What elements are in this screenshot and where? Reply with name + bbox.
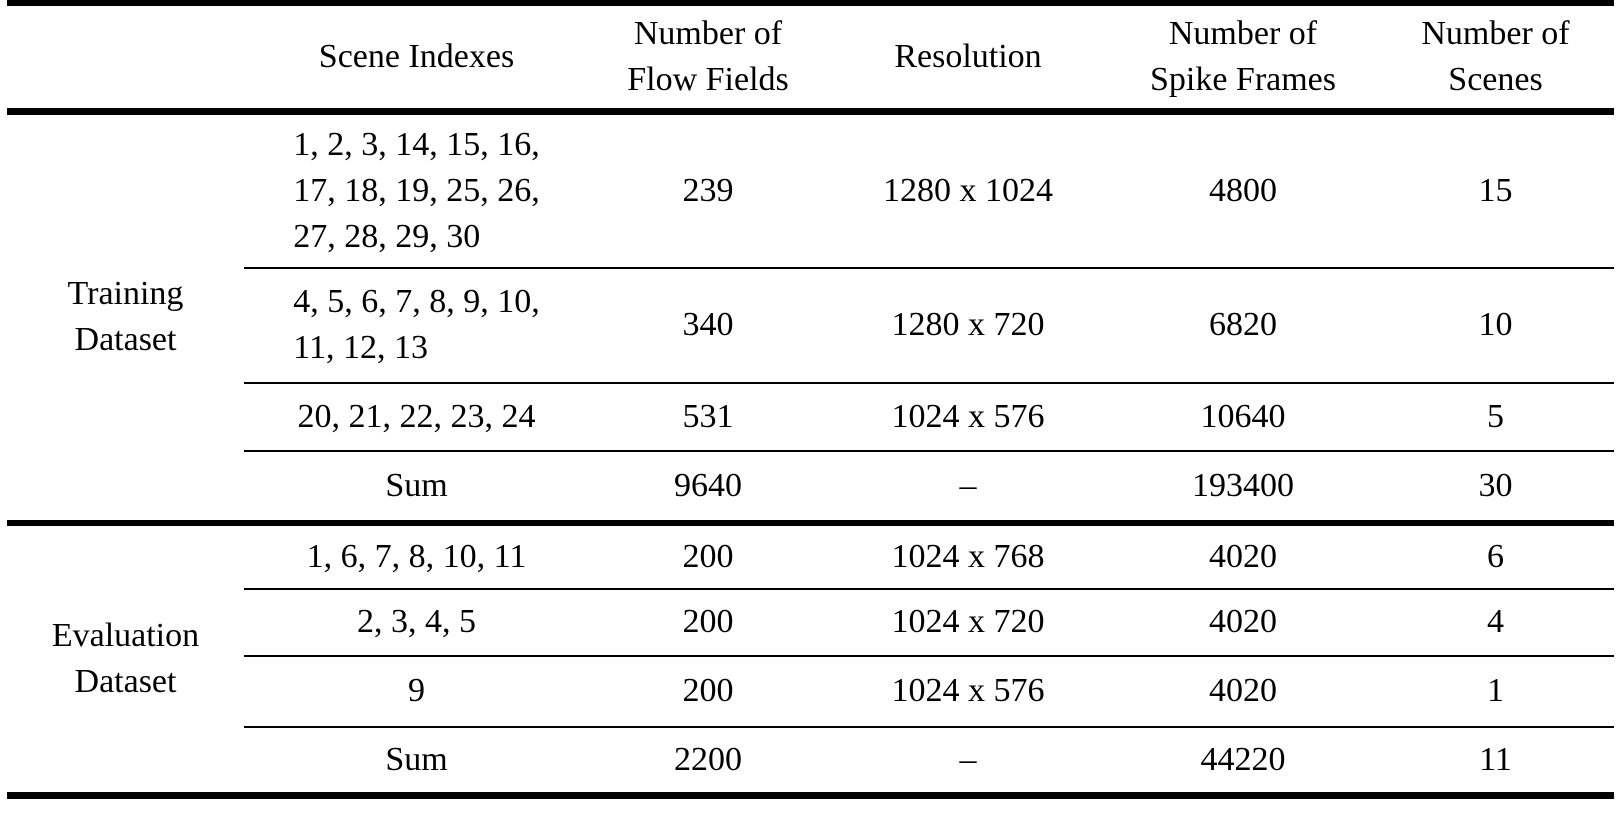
table-row-training-3: 20, 21, 22, 23, 24 531 1024 x 576 10640 … (7, 381, 1614, 451)
cell-flow-fields: 531 (589, 381, 827, 451)
cell-scene-indexes: 4, 5, 6, 7, 8, 9, 10, 11, 12, 13 (244, 266, 589, 383)
table-row-training-1: Training Dataset 1, 2, 3, 14, 15, 16, 17… (7, 112, 1614, 359)
header-number-of-spike-frames: Number of Spike Frames (1109, 3, 1377, 115)
section-label-evaluation-dataset: Evaluation Dataset (7, 519, 244, 796)
cell-scenes: 1 (1377, 654, 1614, 727)
cell-scene-indexes: 1, 6, 7, 8, 10, 11 (244, 519, 589, 589)
cell-resolution: – (827, 449, 1109, 523)
scene-indexes-text: 4, 5, 6, 7, 8, 9, 10, 11, 12, 13 (293, 283, 540, 366)
header-resolution: Resolution (827, 3, 1109, 115)
cell-spike-frames: 4020 (1109, 587, 1377, 656)
header-number-of-scenes: Number of Scenes (1377, 3, 1614, 115)
cell-scene-indexes: 1, 2, 3, 14, 15, 16, 17, 18, 19, 25, 26,… (244, 112, 589, 268)
cell-scenes: 4 (1377, 587, 1614, 656)
cell-flow-fields: 2200 (589, 725, 827, 796)
cell-scene-indexes: 20, 21, 22, 23, 24 (244, 381, 589, 451)
table-row-training-sum: Sum 9640 – 193400 30 (7, 449, 1614, 523)
table-row-training-2: 4, 5, 6, 7, 8, 9, 10, 11, 12, 13 340 128… (7, 266, 1614, 383)
cell-scenes: 10 (1377, 266, 1614, 383)
cell-resolution: 1280 x 720 (827, 266, 1109, 383)
cell-resolution: 1024 x 576 (827, 654, 1109, 727)
table-row-evaluation-3: 9 200 1024 x 576 4020 1 (7, 654, 1614, 727)
cell-spike-frames: 4020 (1109, 654, 1377, 727)
cell-sum-label: Sum (244, 725, 589, 796)
cell-flow-fields: 200 (589, 519, 827, 589)
scene-indexes-text: 1, 2, 3, 14, 15, 16, 17, 18, 19, 25, 26,… (293, 125, 540, 255)
table-header-row: Scene Indexes Number of Flow Fields Reso… (7, 3, 1614, 115)
cell-flow-fields: 200 (589, 654, 827, 727)
cell-scenes: 5 (1377, 381, 1614, 451)
cell-scene-indexes: 9 (244, 654, 589, 727)
cell-scenes: 11 (1377, 725, 1614, 796)
cell-flow-fields: 200 (589, 587, 827, 656)
cell-flow-fields: 9640 (589, 449, 827, 523)
section-label-training-dataset: Training Dataset (67, 275, 184, 359)
cell-scenes: 15 (1478, 171, 1513, 209)
cell-resolution: 1024 x 768 (827, 519, 1109, 589)
cell-spike-frames: 4020 (1109, 519, 1377, 589)
cell-scenes: 30 (1377, 449, 1614, 523)
cell-spike-frames: 44220 (1109, 725, 1377, 796)
header-number-of-flow-fields: Number of Flow Fields (589, 3, 827, 115)
cell-scene-indexes: 2, 3, 4, 5 (244, 587, 589, 656)
cell-resolution: 1280 x 1024 (883, 171, 1053, 209)
cell-spike-frames: 6820 (1109, 266, 1377, 383)
cell-spike-frames: 10640 (1109, 381, 1377, 451)
table-row-evaluation-2: 2, 3, 4, 5 200 1024 x 720 4020 4 (7, 587, 1614, 656)
cell-flow-fields: 340 (589, 266, 827, 383)
header-empty (7, 3, 244, 115)
table-row-evaluation-sum: Sum 2200 – 44220 11 (7, 725, 1614, 796)
cell-resolution: – (827, 725, 1109, 796)
cell-sum-label: Sum (244, 449, 589, 523)
cell-flow-fields: 239 (682, 171, 734, 209)
dataset-statistics-table: Scene Indexes Number of Flow Fields Reso… (7, 0, 1614, 799)
header-scene-indexes: Scene Indexes (244, 3, 589, 115)
cell-scenes: 6 (1377, 519, 1614, 589)
cell-resolution: 1024 x 576 (827, 381, 1109, 451)
cell-spike-frames: 193400 (1109, 449, 1377, 523)
cell-resolution: 1024 x 720 (827, 587, 1109, 656)
cell-spike-frames: 4800 (1209, 171, 1277, 209)
table-row-evaluation-1: Evaluation Dataset 1, 6, 7, 8, 10, 11 20… (7, 519, 1614, 796)
